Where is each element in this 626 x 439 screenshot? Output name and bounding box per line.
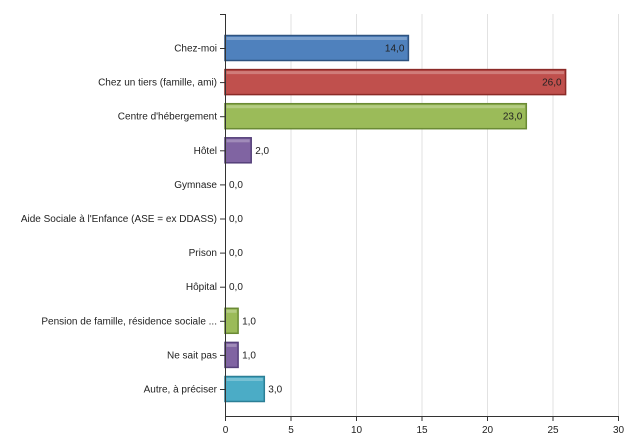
value-label: 0,0 — [229, 282, 243, 293]
bar-highlight — [226, 343, 237, 347]
x-tick-label: 25 — [547, 425, 559, 436]
value-label: 0,0 — [229, 248, 243, 259]
category-label: Gymnase — [174, 180, 217, 191]
x-tick-label: 30 — [613, 425, 625, 436]
category-label: Hôtel — [194, 146, 217, 157]
bar-highlight — [226, 378, 263, 381]
category-label: Ne sait pas — [167, 350, 217, 361]
category-label: Autre, à préciser — [144, 385, 218, 396]
x-tick-label: 5 — [288, 425, 294, 436]
value-label: 2,0 — [255, 146, 269, 157]
value-label: 14,0 — [385, 44, 405, 55]
x-axis-ticks: 0 5 10 15 20 25 30 — [220, 14, 625, 436]
value-label: 0,0 — [229, 214, 243, 225]
value-label: 26,0 — [542, 78, 562, 89]
bar-highlight — [226, 37, 407, 40]
bars — [224, 34, 567, 403]
x-tick-label: 0 — [223, 425, 229, 436]
category-label: Chez-moi — [174, 44, 217, 55]
bar-highlight — [226, 139, 250, 143]
bar-highlight — [226, 309, 237, 313]
category-label: Pension de famille, résidence sociale ..… — [41, 316, 217, 327]
category-label: Prison — [189, 248, 217, 259]
bar-highlight — [226, 105, 525, 109]
value-labels: 14,0 26,0 23,0 2,0 0,0 0,0 0,0 0,0 1,0 1,0 3,0 — [229, 44, 562, 396]
value-label: 23,0 — [503, 112, 523, 123]
bar — [224, 137, 252, 164]
category-labels: Chez-moi Chez un tiers (famille, ami) Cent… — [21, 44, 225, 396]
bar — [224, 102, 528, 130]
value-label: 1,0 — [242, 350, 256, 361]
value-label: 1,0 — [242, 316, 256, 327]
value-label: 0,0 — [229, 180, 243, 191]
bar-highlight — [226, 71, 565, 75]
category-label: Aide Sociale à l'Enfance (ASE = ex DDASS… — [21, 214, 217, 225]
category-label: Chez un tiers (famille, ami) — [98, 78, 217, 89]
x-tick-label: 20 — [482, 425, 494, 436]
x-tick-label: 10 — [351, 425, 363, 436]
category-label: Centre d'hébergement — [118, 112, 217, 123]
value-label: 3,0 — [268, 385, 282, 396]
bar — [224, 34, 410, 62]
category-label: Hôpital — [186, 282, 217, 293]
x-tick-label: 15 — [416, 425, 428, 436]
